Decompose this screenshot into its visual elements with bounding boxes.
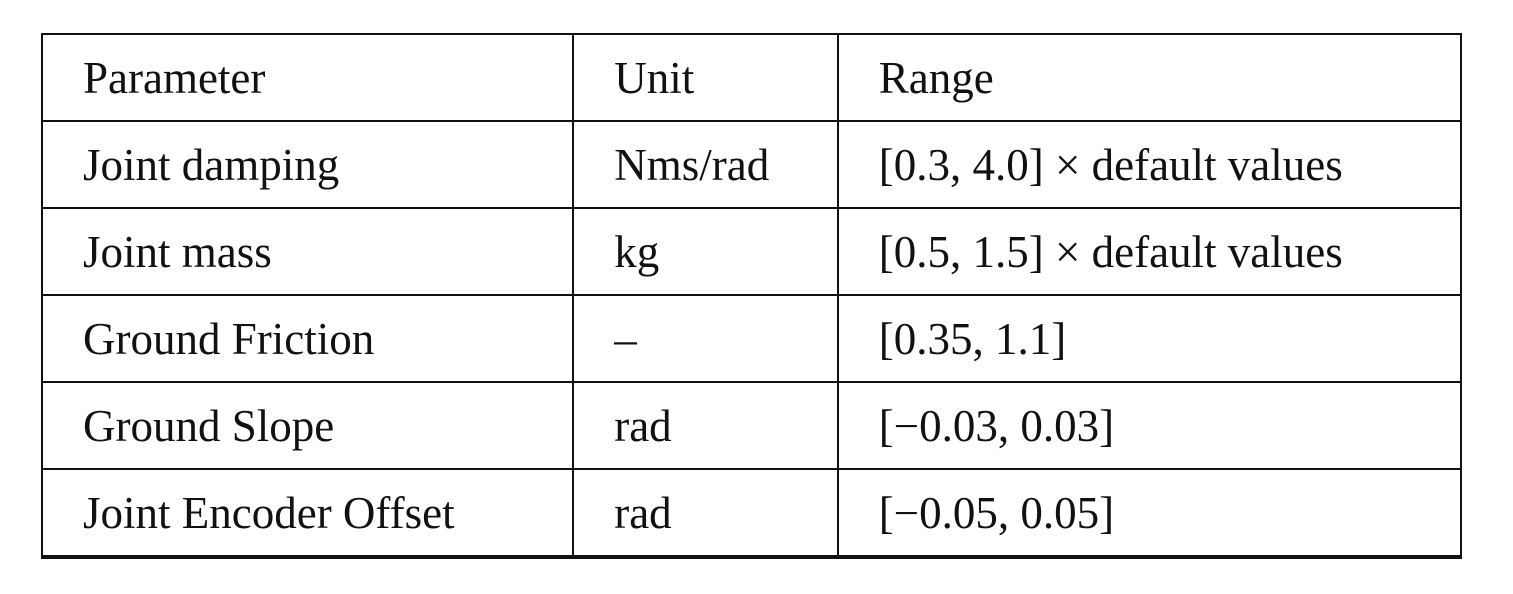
header-cell: Parameter bbox=[40, 33, 575, 122]
table-cell: Ground Friction bbox=[40, 294, 575, 383]
table-cell: Ground Slope bbox=[40, 381, 575, 470]
table-row: Joint mass kg [0.5, 1.5] × default values bbox=[40, 207, 1463, 296]
table-row: Joint Encoder Offset rad [−0.05, 0.05] bbox=[40, 468, 1463, 559]
table-cell: Nms/rad bbox=[572, 120, 839, 209]
table-cell: [0.5, 1.5] × default values bbox=[836, 207, 1463, 296]
table-cell: [−0.03, 0.03] bbox=[836, 381, 1463, 470]
table-cell: Joint Encoder Offset bbox=[40, 468, 575, 559]
table-cell: Joint damping bbox=[40, 120, 575, 209]
table-cell: rad bbox=[572, 468, 839, 559]
header-cell: Unit bbox=[572, 33, 839, 122]
table-body: Parameter Unit Range Joint damping Nms/ra… bbox=[40, 33, 1463, 559]
table-cell: [0.3, 4.0] × default values bbox=[836, 120, 1463, 209]
header-row: Parameter Unit Range bbox=[40, 33, 1463, 122]
table-cell: – bbox=[572, 294, 839, 383]
table-cell: [−0.05, 0.05] bbox=[836, 468, 1463, 559]
table-cell: [0.35, 1.1] bbox=[836, 294, 1463, 383]
table-row: Joint damping Nms/rad [0.3, 4.0] × default… bbox=[40, 120, 1463, 209]
header-cell: Range bbox=[836, 33, 1463, 122]
table-row: Ground Friction – [0.35, 1.1] bbox=[40, 294, 1463, 383]
table-cell: kg bbox=[572, 207, 839, 296]
table-cell: rad bbox=[572, 381, 839, 470]
table-row: Ground Slope rad [−0.03, 0.03] bbox=[40, 381, 1463, 470]
table-cell: Joint mass bbox=[40, 207, 575, 296]
parameter-table: Parameter Unit Range Joint damping Nms/ra… bbox=[40, 33, 1463, 559]
